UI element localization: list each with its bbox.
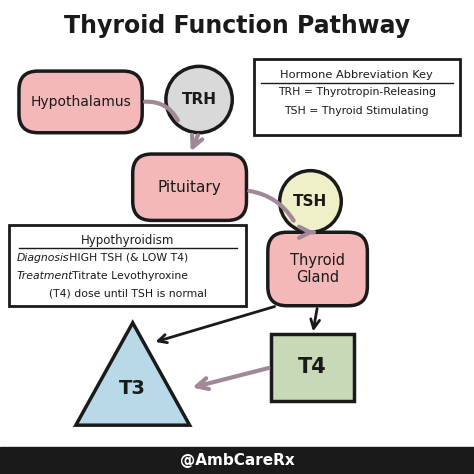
Text: Thyroid Function Pathway: Thyroid Function Pathway: [64, 14, 410, 38]
Text: TSH: TSH: [293, 194, 328, 209]
FancyBboxPatch shape: [133, 154, 246, 220]
FancyBboxPatch shape: [19, 71, 142, 133]
Text: Hormone Abbreviation Key: Hormone Abbreviation Key: [280, 70, 433, 80]
Circle shape: [166, 66, 232, 133]
Bar: [9, 225, 246, 306]
Text: TRH: TRH: [182, 92, 217, 107]
Bar: [0, 447, 474, 474]
Text: @AmbCareRx: @AmbCareRx: [180, 453, 294, 468]
Polygon shape: [76, 323, 190, 425]
Bar: [271, 334, 354, 401]
Bar: [254, 59, 460, 135]
Text: Hypothalamus: Hypothalamus: [30, 95, 131, 109]
Text: T4: T4: [298, 357, 327, 377]
Text: : HIGH TSH (& LOW T4): : HIGH TSH (& LOW T4): [62, 253, 188, 263]
Text: T3: T3: [119, 379, 146, 398]
Text: : Titrate Levothyroxine: : Titrate Levothyroxine: [65, 271, 188, 281]
Text: Thyroid
Gland: Thyroid Gland: [290, 253, 345, 285]
Text: TSH = Thyroid Stimulating: TSH = Thyroid Stimulating: [284, 106, 429, 116]
Text: (T4) dose until TSH is normal: (T4) dose until TSH is normal: [49, 289, 207, 299]
Text: TRH = Thyrotropin-Releasing: TRH = Thyrotropin-Releasing: [278, 87, 436, 97]
Text: Pituitary: Pituitary: [158, 180, 221, 195]
FancyBboxPatch shape: [268, 232, 367, 306]
Text: Diagnosis: Diagnosis: [17, 253, 69, 263]
Text: Treatment: Treatment: [17, 271, 73, 281]
Text: Hypothyroidism: Hypothyroidism: [82, 234, 174, 246]
Circle shape: [280, 171, 341, 232]
